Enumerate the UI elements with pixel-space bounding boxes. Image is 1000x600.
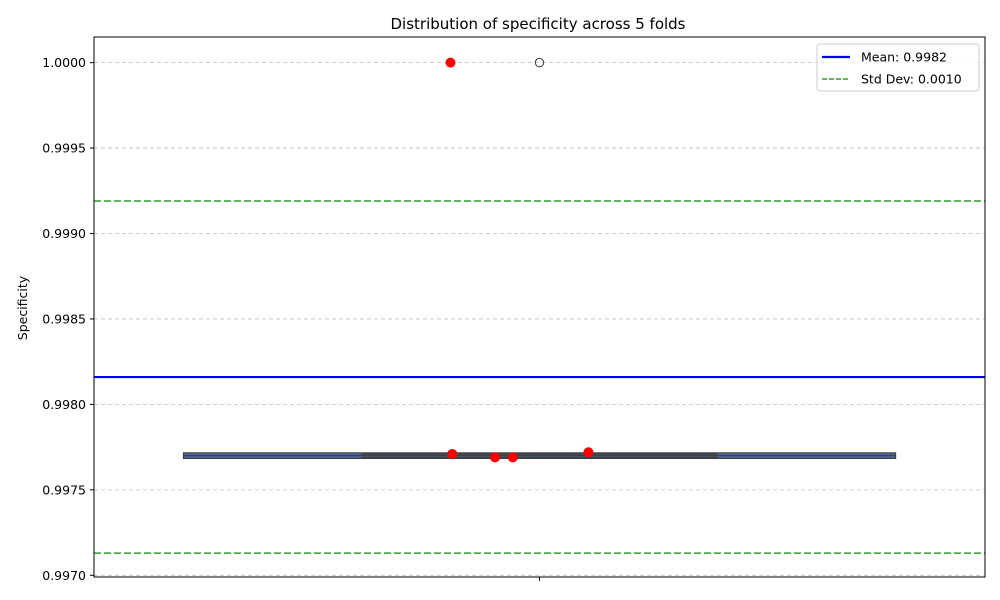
y-tick-label: 0.9990 [42, 226, 86, 241]
box-plot [182, 57, 897, 460]
chart-title: Distribution of specificity across 5 fol… [391, 15, 686, 33]
data-point [490, 452, 500, 463]
data-point [507, 452, 518, 463]
y-tick-label: 0.9995 [42, 141, 86, 156]
y-axis-label: Specificity [15, 275, 30, 340]
plot-frame [93, 36, 986, 578]
outlier-point [534, 57, 545, 68]
y-tick-label: 0.9980 [42, 397, 86, 412]
data-point [583, 447, 594, 458]
grid [94, 62, 985, 576]
data-point [447, 448, 458, 459]
std-dev-lines [94, 200, 985, 554]
y-tick-label: 1.0000 [42, 55, 86, 70]
legend-label: Mean: 0.9982 [861, 50, 947, 65]
data-points [445, 57, 594, 463]
legend-box [816, 43, 980, 92]
legend: Mean: 0.9982 Std Dev: 0.0010 [816, 43, 980, 92]
y-axis: 0.9970 0.9975 0.9980 0.9985 0.9990 0.9995 1.00… [42, 55, 94, 583]
legend-label: Std Dev: 0.0010 [861, 72, 962, 87]
y-tick-label: 0.9985 [42, 311, 86, 326]
data-point [445, 57, 456, 68]
y-tick-label: 0.9975 [42, 482, 86, 497]
y-tick-label: 0.9970 [42, 568, 86, 583]
